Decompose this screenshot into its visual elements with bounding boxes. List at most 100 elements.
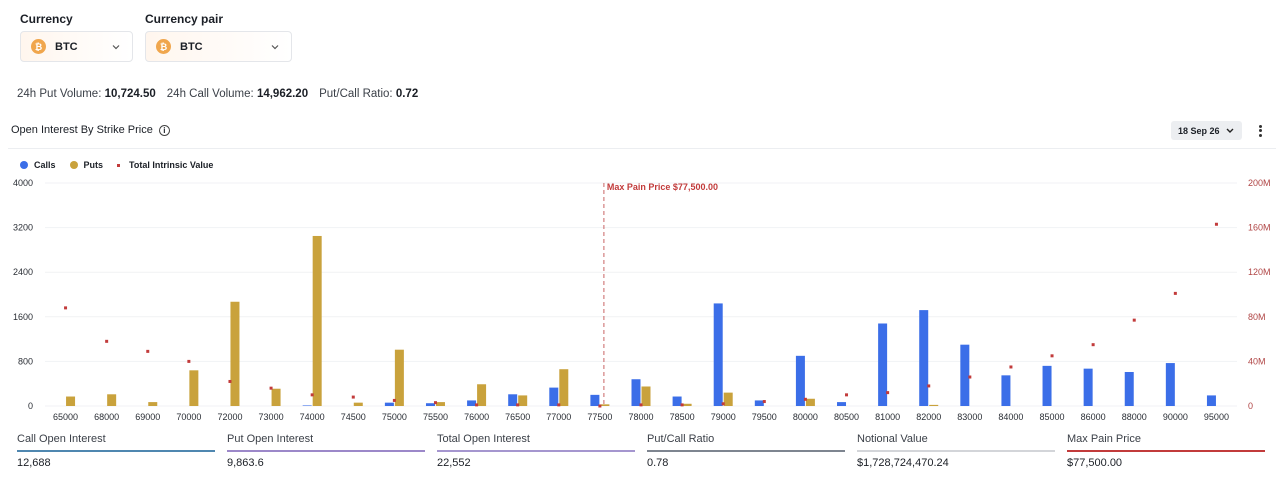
- calls-bar: [960, 344, 970, 406]
- calls-bar: [1124, 371, 1134, 406]
- call-volume-label: 24h Call Volume:: [166, 88, 254, 100]
- put-volume-label: 24h Put Volume:: [17, 88, 102, 100]
- x-tick-label: 88000: [1122, 412, 1147, 422]
- legend-intrinsic[interactable]: Total Intrinsic Value: [117, 160, 213, 170]
- x-tick-label: 77000: [546, 412, 571, 422]
- puts-bar: [394, 349, 404, 406]
- x-tick-label: 90000: [1163, 412, 1188, 422]
- intrinsic-point: [146, 349, 150, 353]
- x-tick-label: 74500: [341, 412, 366, 422]
- intrinsic-point: [1009, 365, 1013, 369]
- y-tick-label: 4000: [13, 178, 33, 188]
- put-volume-value: 10,724.50: [104, 88, 156, 100]
- intrinsic-point: [1050, 354, 1054, 358]
- more-options-icon[interactable]: [1254, 123, 1266, 139]
- puts-bar: [353, 402, 363, 406]
- intrinsic-point: [1132, 318, 1136, 322]
- x-tick-label: 72000: [217, 412, 242, 422]
- intrinsic-point: [475, 403, 479, 407]
- metric-card: Notional Value $1,728,724,470.24: [857, 433, 1055, 469]
- ratio-label: Put/Call Ratio:: [319, 88, 393, 100]
- volume-stats: 24h Put Volume: 10,724.50 24h Call Volum…: [17, 88, 418, 100]
- currency-select[interactable]: ₿ BTC: [20, 31, 133, 62]
- metric-underline: [857, 450, 1055, 452]
- calls-bar: [672, 396, 682, 406]
- x-tick-label: 69000: [135, 412, 160, 422]
- metric-underline: [1067, 450, 1265, 452]
- intrinsic-point: [927, 384, 931, 388]
- metric-card: Put/Call Ratio 0.78: [647, 433, 845, 469]
- puts-bar: [230, 301, 240, 406]
- x-tick-label: 65000: [53, 412, 78, 422]
- x-tick-label: 78000: [628, 412, 653, 422]
- metric-label: Total Open Interest: [437, 433, 530, 445]
- puts-bar: [148, 402, 158, 406]
- y2-tick-label: 160M: [1248, 223, 1271, 233]
- intrinsic-point: [228, 379, 232, 383]
- currency-value: BTC: [55, 40, 78, 53]
- intrinsic-point: [105, 339, 109, 343]
- put-volume-stat: 24h Put Volume: 10,724.50: [17, 88, 156, 100]
- intrinsic-point: [845, 393, 849, 397]
- metric-underline: [227, 450, 425, 452]
- metric-value: 22,552: [437, 457, 471, 469]
- legend-calls[interactable]: Calls: [20, 160, 56, 170]
- x-tick-label: 82000: [916, 412, 941, 422]
- x-tick-label: 80500: [834, 412, 859, 422]
- ratio-stat: Put/Call Ratio: 0.72: [319, 88, 418, 100]
- puts-bar: [271, 388, 281, 406]
- metric-label: Max Pain Price: [1067, 433, 1141, 445]
- x-tick-label: 75500: [423, 412, 448, 422]
- intrinsic-point: [557, 403, 561, 407]
- calls-bar: [1001, 375, 1011, 406]
- y-tick-label: 3200: [13, 223, 33, 233]
- x-tick-label: 95000: [1204, 412, 1229, 422]
- intrinsic-point: [187, 359, 191, 363]
- calls-bar: [631, 379, 641, 406]
- calls-bar: [1042, 365, 1052, 406]
- call-volume-value: 14,962.20: [256, 88, 309, 100]
- currency-pair-select[interactable]: ₿ BTC: [145, 31, 292, 62]
- open-interest-chart: 0 800 1600 2400 3200 4000 0 40M 80M 120M 160M 200M 6…: [13, 178, 1271, 422]
- intrinsic-point: [392, 398, 396, 402]
- metric-card: Total Open Interest 22,552: [437, 433, 635, 469]
- calls-bar: [590, 394, 600, 406]
- puts-bar: [682, 403, 692, 406]
- section-title-text: Open Interest By Strike Price: [11, 124, 153, 136]
- puts-bar: [641, 386, 651, 406]
- expiry-date-value: 18 Sep 26: [1178, 125, 1220, 136]
- intrinsic-point: [1091, 343, 1095, 347]
- calls-bar: [1083, 368, 1093, 406]
- x-tick-label: 79500: [752, 412, 777, 422]
- metric-label: Call Open Interest: [17, 433, 106, 445]
- intrinsic-point: [680, 403, 684, 407]
- section-divider: [8, 148, 1276, 149]
- metric-card: Put Open Interest 9,863.6: [227, 433, 425, 469]
- metric-label: Put Open Interest: [227, 433, 314, 445]
- intrinsic-point: [351, 395, 355, 399]
- x-tick-label: 68000: [94, 412, 119, 422]
- call-volume-stat: 24h Call Volume: 14,962.20: [167, 88, 308, 100]
- legend-puts[interactable]: Puts: [69, 160, 103, 170]
- x-tick-label: 76000: [464, 412, 489, 422]
- puts-bar: [600, 404, 610, 406]
- metric-card: Max Pain Price $77,500.00: [1067, 433, 1265, 469]
- intrinsic-point: [64, 306, 68, 310]
- calls-bar: [508, 394, 518, 406]
- x-tick-label: 76500: [505, 412, 530, 422]
- y-tick-label: 1600: [13, 312, 33, 322]
- metric-label: Notional Value: [857, 433, 928, 445]
- info-icon[interactable]: i: [158, 124, 170, 136]
- expiry-date-select[interactable]: 18 Sep 26: [1171, 121, 1242, 140]
- metric-label: Put/Call Ratio: [647, 433, 715, 445]
- puts-bar: [312, 235, 322, 406]
- intrinsic-point: [598, 404, 602, 408]
- bitcoin-icon: ₿: [31, 39, 46, 54]
- max-pain-label: Max Pain Price $77,500.00: [607, 182, 718, 192]
- x-tick-label: 70000: [176, 412, 201, 422]
- puts-bar: [559, 369, 569, 406]
- puts-bar: [723, 392, 733, 406]
- metric-value: $1,728,724,470.24: [857, 457, 949, 469]
- puts-bar: [189, 370, 199, 406]
- calls-swatch: [20, 161, 28, 169]
